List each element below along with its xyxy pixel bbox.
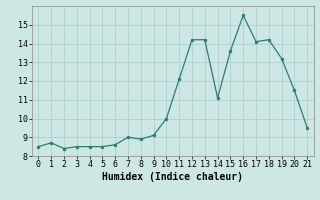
X-axis label: Humidex (Indice chaleur): Humidex (Indice chaleur) (102, 172, 243, 182)
